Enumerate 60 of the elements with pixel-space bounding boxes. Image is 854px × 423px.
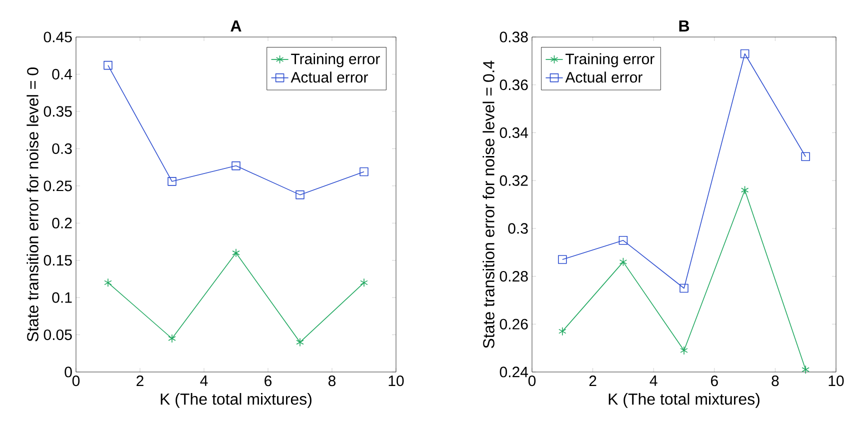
point bbox=[558, 326, 566, 336]
point bbox=[168, 334, 176, 343]
y-tick-label: 0.05 bbox=[44, 329, 72, 340]
y-axis-title: State transition error for noise level = 0 bbox=[26, 68, 38, 342]
point bbox=[618, 236, 628, 245]
legend-label: Actual error bbox=[290, 72, 368, 83]
point bbox=[740, 49, 750, 58]
x-tick-label: 0 bbox=[72, 376, 80, 386]
point bbox=[680, 284, 688, 293]
y-tick-label: 0.15 bbox=[44, 255, 72, 266]
point bbox=[296, 190, 304, 200]
y-tick-label: 0.35 bbox=[44, 106, 72, 117]
x-axis-title: K (The total mixtures) bbox=[160, 393, 312, 408]
y-tick-label: 0.45 bbox=[44, 32, 72, 42]
y-tick-label: 0.38 bbox=[500, 32, 528, 42]
point bbox=[296, 338, 304, 347]
y-tick-label: 0.3 bbox=[52, 143, 72, 154]
x-tick-label: 4 bbox=[650, 376, 658, 386]
point bbox=[232, 248, 240, 258]
point bbox=[801, 152, 810, 162]
x-tick-label: 4 bbox=[200, 376, 208, 386]
x-tick-label: 8 bbox=[328, 376, 336, 386]
point bbox=[360, 278, 368, 288]
x-tick-label: 10 bbox=[828, 376, 844, 386]
y-tick-label: 0.36 bbox=[500, 80, 528, 90]
point bbox=[619, 258, 628, 266]
legend-label: Actual error bbox=[565, 72, 642, 83]
y-tick-label: 0 bbox=[64, 366, 72, 378]
x-tick-label: 2 bbox=[589, 376, 596, 386]
point bbox=[104, 60, 112, 70]
legend-label: Training error bbox=[566, 53, 654, 68]
chart-title: B bbox=[679, 20, 690, 32]
x-tick-label: 2 bbox=[136, 376, 144, 386]
x-tick-label: 10 bbox=[388, 376, 404, 386]
y-tick-label: 0.2 bbox=[52, 218, 72, 228]
point bbox=[558, 255, 567, 264]
point bbox=[104, 278, 112, 288]
point bbox=[360, 167, 368, 176]
x-tick-label: 6 bbox=[711, 376, 718, 386]
point bbox=[232, 161, 240, 170]
point bbox=[802, 365, 810, 374]
legend-label: Training error bbox=[291, 53, 380, 68]
y-tick-label: 0.28 bbox=[500, 270, 528, 282]
point bbox=[740, 186, 749, 195]
y-tick-label: 0.34 bbox=[500, 127, 528, 138]
y-tick-label: 0.4 bbox=[52, 68, 72, 80]
x-tick-label: 8 bbox=[772, 376, 779, 386]
point bbox=[168, 177, 176, 186]
y-tick-label: 0.25 bbox=[44, 180, 72, 192]
y-tick-label: 0.32 bbox=[500, 175, 528, 186]
x-axis-title: K (The total mixtures) bbox=[608, 393, 760, 408]
chart-title: A bbox=[230, 20, 242, 32]
y-tick-label: 0.1 bbox=[52, 292, 72, 303]
x-tick-label: 6 bbox=[264, 376, 272, 386]
x-tick-label: 0 bbox=[528, 376, 536, 386]
y-tick-label: 0.3 bbox=[508, 223, 528, 234]
y-tick-label: 0.26 bbox=[500, 318, 528, 330]
point bbox=[680, 346, 688, 355]
y-axis-title: State transition error for noise level = 0.4 bbox=[482, 60, 494, 348]
y-tick-label: 0.24 bbox=[500, 366, 528, 378]
